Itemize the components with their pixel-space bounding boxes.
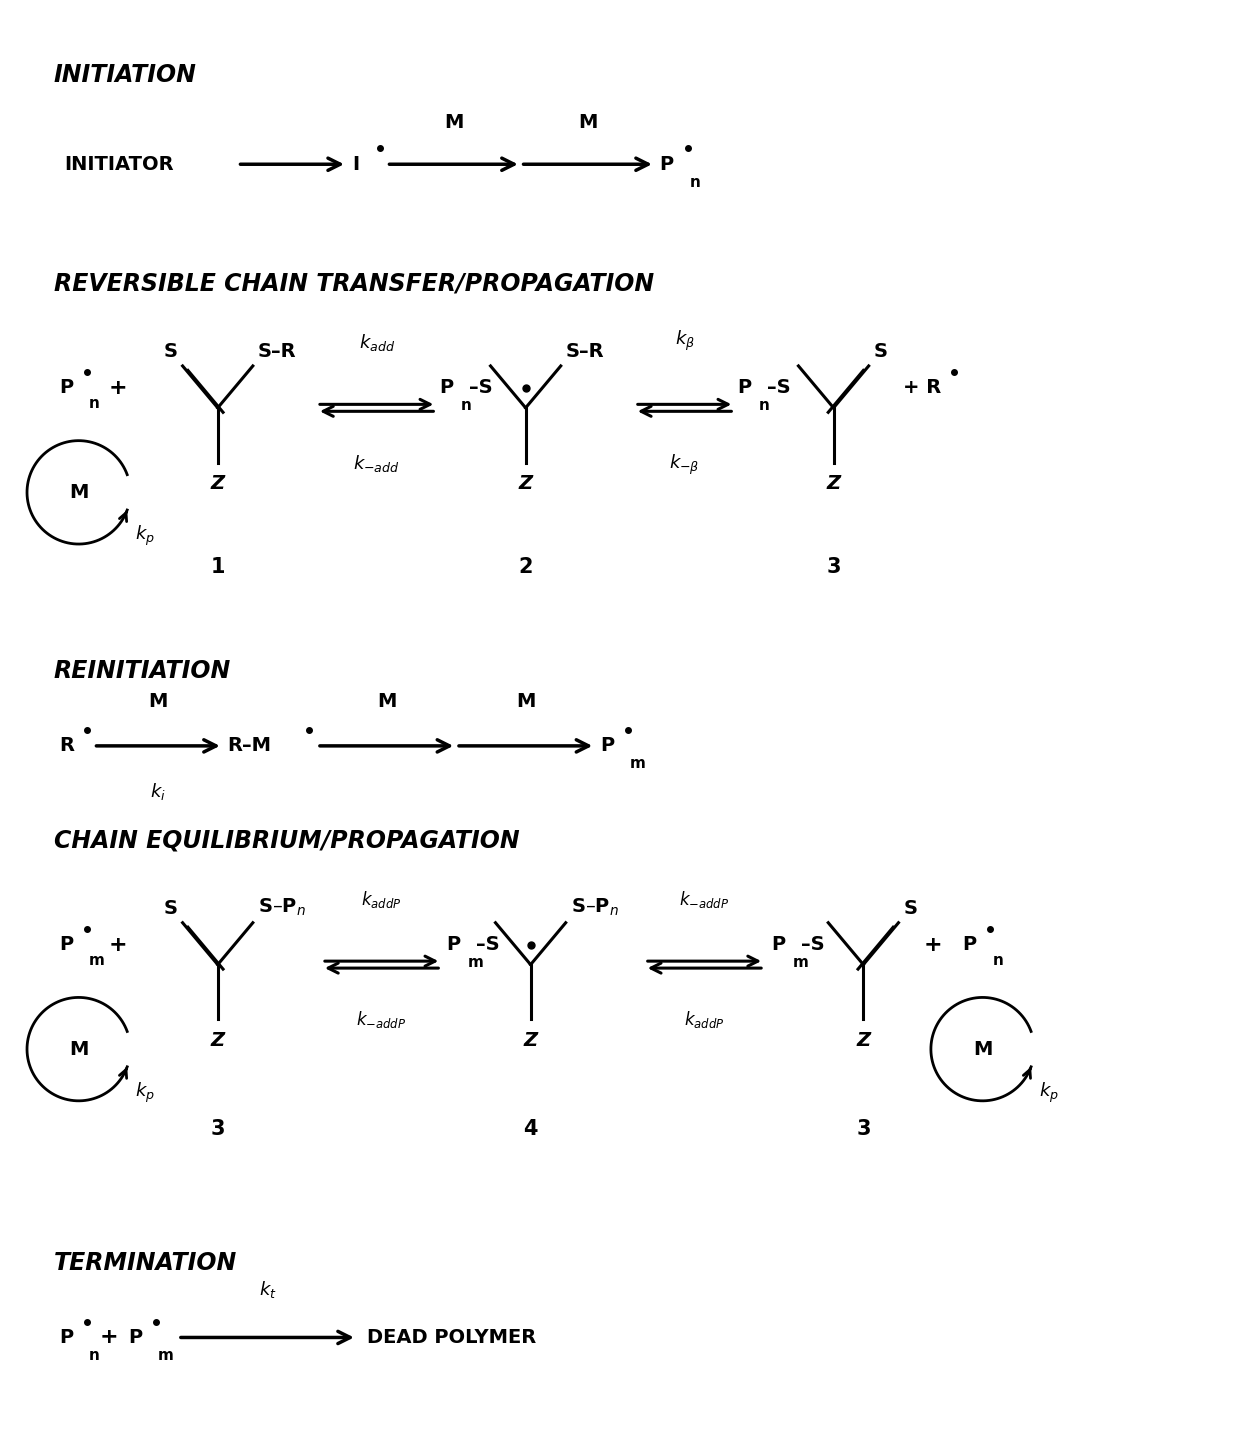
Text: $k_t$: $k_t$ (258, 1278, 277, 1300)
Text: Z: Z (523, 1032, 538, 1051)
Text: TERMINATION: TERMINATION (53, 1251, 237, 1275)
Text: Z: Z (211, 474, 224, 493)
Text: $k_{-addP}$: $k_{-addP}$ (680, 889, 729, 910)
Text: M: M (578, 113, 598, 132)
Text: +: + (109, 377, 128, 398)
Text: 1: 1 (211, 557, 224, 577)
Text: I: I (352, 155, 358, 174)
Text: m: m (159, 1348, 174, 1362)
Text: m: m (467, 955, 484, 971)
Text: M: M (69, 483, 88, 502)
Text: P: P (58, 1328, 73, 1347)
Text: –S: –S (469, 379, 492, 398)
Text: REINITIATION: REINITIATION (53, 659, 231, 683)
Text: $k_{addP}$: $k_{addP}$ (684, 1010, 724, 1030)
Text: P: P (771, 936, 785, 955)
Text: S: S (164, 898, 177, 917)
Text: $k_{addP}$: $k_{addP}$ (361, 889, 402, 910)
Text: n: n (992, 953, 1003, 968)
Text: P: P (58, 379, 73, 398)
Text: P: P (58, 936, 73, 955)
Text: M: M (516, 692, 536, 711)
Text: INITIATION: INITIATION (53, 62, 197, 87)
Text: M: M (377, 692, 397, 711)
Text: S–R: S–R (565, 342, 604, 361)
Text: –S: –S (801, 936, 825, 955)
Text: S: S (874, 342, 888, 361)
Text: REVERSIBLE CHAIN TRANSFER/PROPAGATION: REVERSIBLE CHAIN TRANSFER/PROPAGATION (53, 271, 653, 296)
Text: $k_{\beta}$: $k_{\beta}$ (675, 329, 694, 353)
Text: Z: Z (211, 1032, 224, 1051)
Text: 2: 2 (518, 557, 533, 577)
Text: 3: 3 (211, 1119, 224, 1139)
Text: $k_p$: $k_p$ (135, 1081, 155, 1106)
Text: n: n (759, 399, 770, 414)
Text: P: P (660, 155, 673, 174)
Text: +: + (924, 934, 942, 955)
Text: DEAD POLYMER: DEAD POLYMER (367, 1328, 536, 1347)
Text: n: n (689, 174, 701, 190)
Text: 3: 3 (826, 557, 841, 577)
Text: m: m (88, 953, 104, 968)
Text: M: M (69, 1039, 88, 1059)
Text: $k_{add}$: $k_{add}$ (358, 332, 394, 353)
Text: Z: Z (518, 474, 533, 493)
Text: n: n (461, 399, 472, 414)
Text: + R: + R (903, 379, 941, 398)
Text: $k_{-\beta}$: $k_{-\beta}$ (670, 453, 699, 477)
Text: $k_{-add}$: $k_{-add}$ (353, 453, 401, 473)
Text: +: + (99, 1328, 118, 1348)
Text: S–P$_n$: S–P$_n$ (258, 897, 306, 917)
Text: n: n (88, 1348, 99, 1362)
Text: Z: Z (857, 1032, 870, 1051)
Text: INITIATOR: INITIATOR (63, 155, 174, 174)
Text: Z: Z (827, 474, 841, 493)
Text: S–P$_n$: S–P$_n$ (570, 897, 619, 917)
Text: –S: –S (768, 379, 791, 398)
Text: P: P (439, 379, 454, 398)
Text: P: P (600, 736, 614, 756)
Text: $k_p$: $k_p$ (135, 524, 155, 548)
Text: P: P (962, 936, 977, 955)
Text: m: m (792, 955, 808, 971)
Text: P: P (446, 936, 460, 955)
Text: S: S (904, 898, 918, 917)
Text: 4: 4 (523, 1119, 538, 1139)
Text: 3: 3 (856, 1119, 870, 1139)
Text: CHAIN EQUILIBRIUM/PROPAGATION: CHAIN EQUILIBRIUM/PROPAGATION (53, 829, 520, 852)
Text: S: S (164, 342, 177, 361)
Text: R–M: R–M (228, 736, 272, 756)
Text: M: M (444, 113, 464, 132)
Text: $k_i$: $k_i$ (150, 781, 166, 802)
Text: $k_{-addP}$: $k_{-addP}$ (356, 1010, 407, 1030)
Text: S–R: S–R (258, 342, 296, 361)
Text: m: m (630, 756, 646, 772)
Text: –S: –S (476, 936, 500, 955)
Text: M: M (149, 692, 167, 711)
Text: P: P (738, 379, 751, 398)
Text: P: P (128, 1328, 143, 1347)
Text: $k_p$: $k_p$ (1039, 1081, 1059, 1106)
Text: n: n (88, 396, 99, 411)
Text: M: M (973, 1039, 992, 1059)
Text: +: + (109, 934, 128, 955)
Text: R: R (58, 736, 74, 756)
